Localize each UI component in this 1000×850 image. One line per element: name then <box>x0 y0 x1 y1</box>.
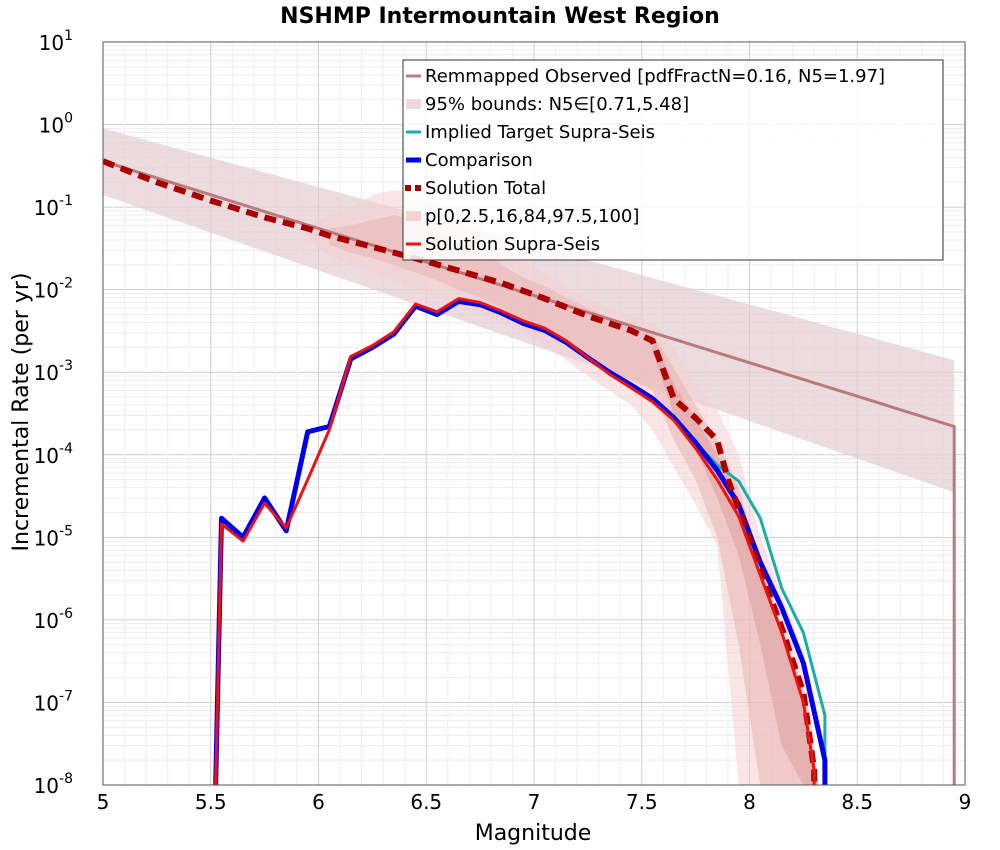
y-tick-label: 10-5 <box>34 523 73 550</box>
legend-label: 95% bounds: N5∈[0.71,5.48] <box>425 94 689 115</box>
x-tick-label: 6.5 <box>410 790 442 814</box>
plot-frame <box>102 41 966 786</box>
y-tick-label: 101 <box>39 28 73 55</box>
y-axis-label: Incremental Rate (per yr) <box>9 273 34 552</box>
series-line-3 <box>103 158 818 785</box>
x-tick-label: 8 <box>743 790 756 814</box>
x-tick-label: 9 <box>959 790 972 814</box>
y-tick-label: 100 <box>39 111 73 138</box>
legend-box <box>402 59 944 261</box>
y-axis-ticks: 101 100 10-1 10-2 10-3 10-4 10-5 10-6 10-7 10-8 <box>34 28 74 798</box>
y-tick-label: 10-3 <box>34 358 73 385</box>
x-axis-label: Magnitude <box>475 821 592 846</box>
chart-title: NSHMP Intermountain West Region <box>280 4 720 29</box>
x-tick-label: 7 <box>528 790 541 814</box>
series <box>103 158 956 785</box>
y-tick-label: 10-8 <box>34 771 73 798</box>
y-tick-label: 10-6 <box>34 606 74 633</box>
y-tick-label: 10-1 <box>34 193 73 220</box>
bands <box>103 128 955 785</box>
x-tick-label: 5.5 <box>195 790 227 814</box>
x-axis-ticks: 5 5.5 6 6.5 7 7.5 8 8.5 9 <box>97 790 972 814</box>
x-tick-label: 8.5 <box>841 790 873 814</box>
legend-label: Implied Target Supra-Seis <box>425 122 655 143</box>
band-3 <box>652 335 819 785</box>
x-tick-label: 5 <box>97 790 110 814</box>
series-line-0 <box>103 159 956 785</box>
y-tick-label: 10-7 <box>34 688 73 715</box>
x-tick-label: 6 <box>312 790 325 814</box>
legend: Remmapped Observed [pdfFractN=0.16, N5=1… <box>402 59 944 261</box>
y-tick-label: 10-2 <box>34 276 73 303</box>
x-tick-label: 7.5 <box>626 790 658 814</box>
legend-label: Comparison <box>425 150 533 171</box>
y-tick-label: 10-4 <box>34 441 74 468</box>
series-line-4 <box>214 297 816 785</box>
legend-label: Solution Total <box>425 178 546 199</box>
legend-label: Remmapped Observed [pdfFractN=0.16, N5=1… <box>425 66 885 87</box>
legend-label: p[0,2.5,16,84,97.5,100] <box>425 206 639 227</box>
legend-label: Solution Supra-Seis <box>425 234 600 255</box>
